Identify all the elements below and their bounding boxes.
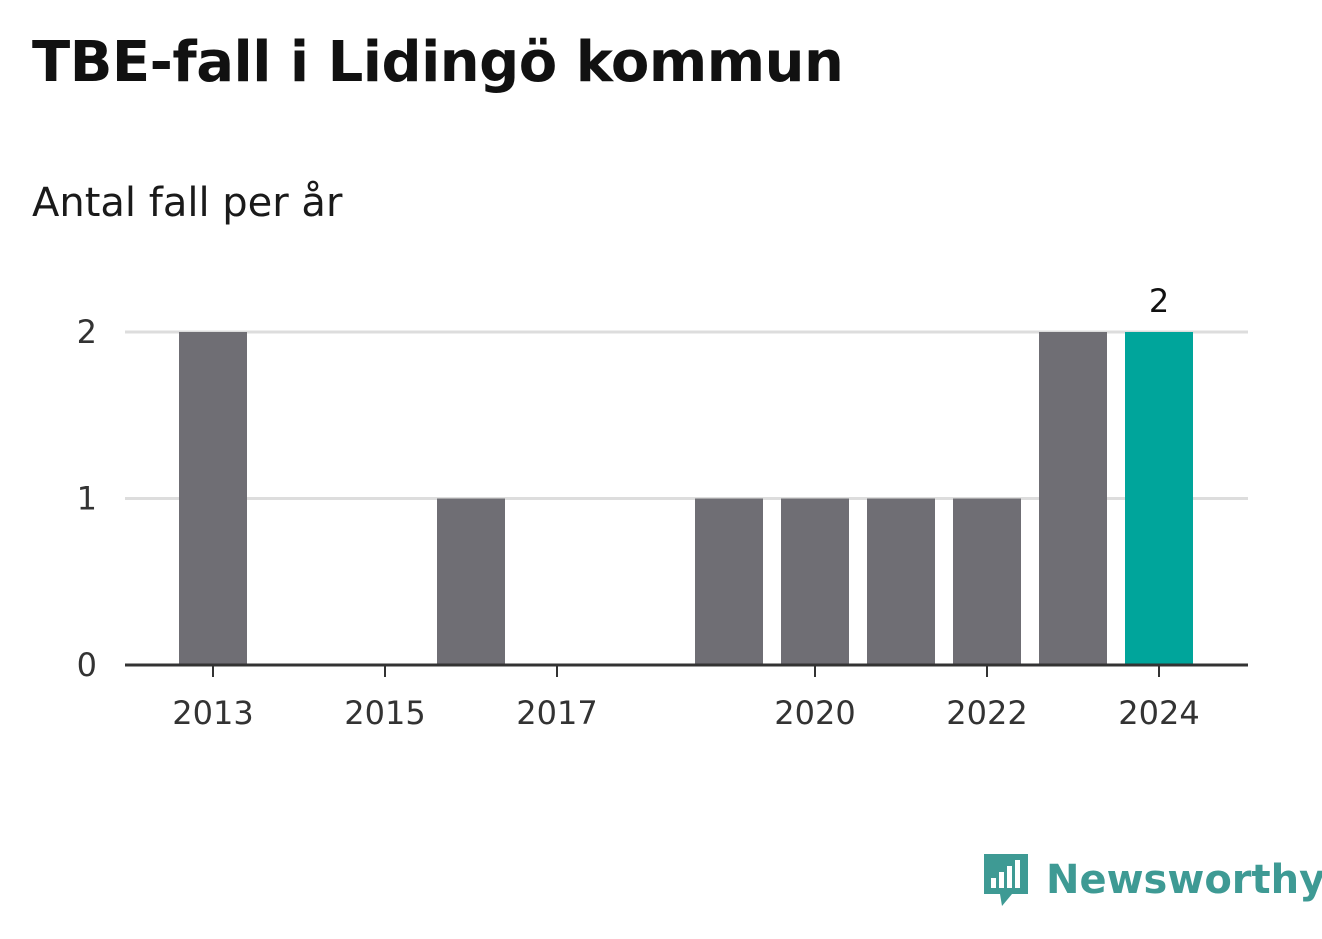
bar-2020 [781, 498, 849, 665]
labels: 0 1 2 2013 2015 2017 2020 2022 2024 2 [77, 282, 1200, 732]
y-tick-label: 0 [77, 646, 97, 684]
chart-title: TBE-fall i Lidingö kommun [32, 30, 844, 95]
y-tick-label: 2 [77, 313, 97, 351]
x-tick-label: 2017 [516, 694, 597, 732]
x-tick-label: 2020 [774, 694, 855, 732]
bar-2024 [1125, 332, 1193, 665]
bar-chart: 0 1 2 2013 2015 2017 2020 2022 2024 2 [77, 282, 1248, 732]
bar-2019 [695, 498, 763, 665]
bar-2021 [867, 498, 935, 665]
data-label: 2 [1149, 282, 1169, 320]
x-tick-label: 2015 [344, 694, 425, 732]
bar-2016 [437, 498, 505, 665]
bar-2022 [953, 498, 1021, 665]
x-tick-label: 2024 [1118, 694, 1199, 732]
y-tick-label: 1 [77, 480, 97, 518]
bar-2013 [179, 332, 247, 665]
axes [125, 663, 1248, 677]
bar-2023 [1039, 332, 1107, 665]
chart-subtitle: Antal fall per år [32, 180, 343, 226]
x-tick-label: 2022 [946, 694, 1027, 732]
brand-name: Newsworthy [1046, 857, 1322, 903]
x-tick-label: 2013 [172, 694, 253, 732]
newsworthy-logo-icon [984, 854, 1028, 906]
bars [179, 332, 1193, 665]
brand-logo: Newsworthy [980, 848, 1322, 912]
